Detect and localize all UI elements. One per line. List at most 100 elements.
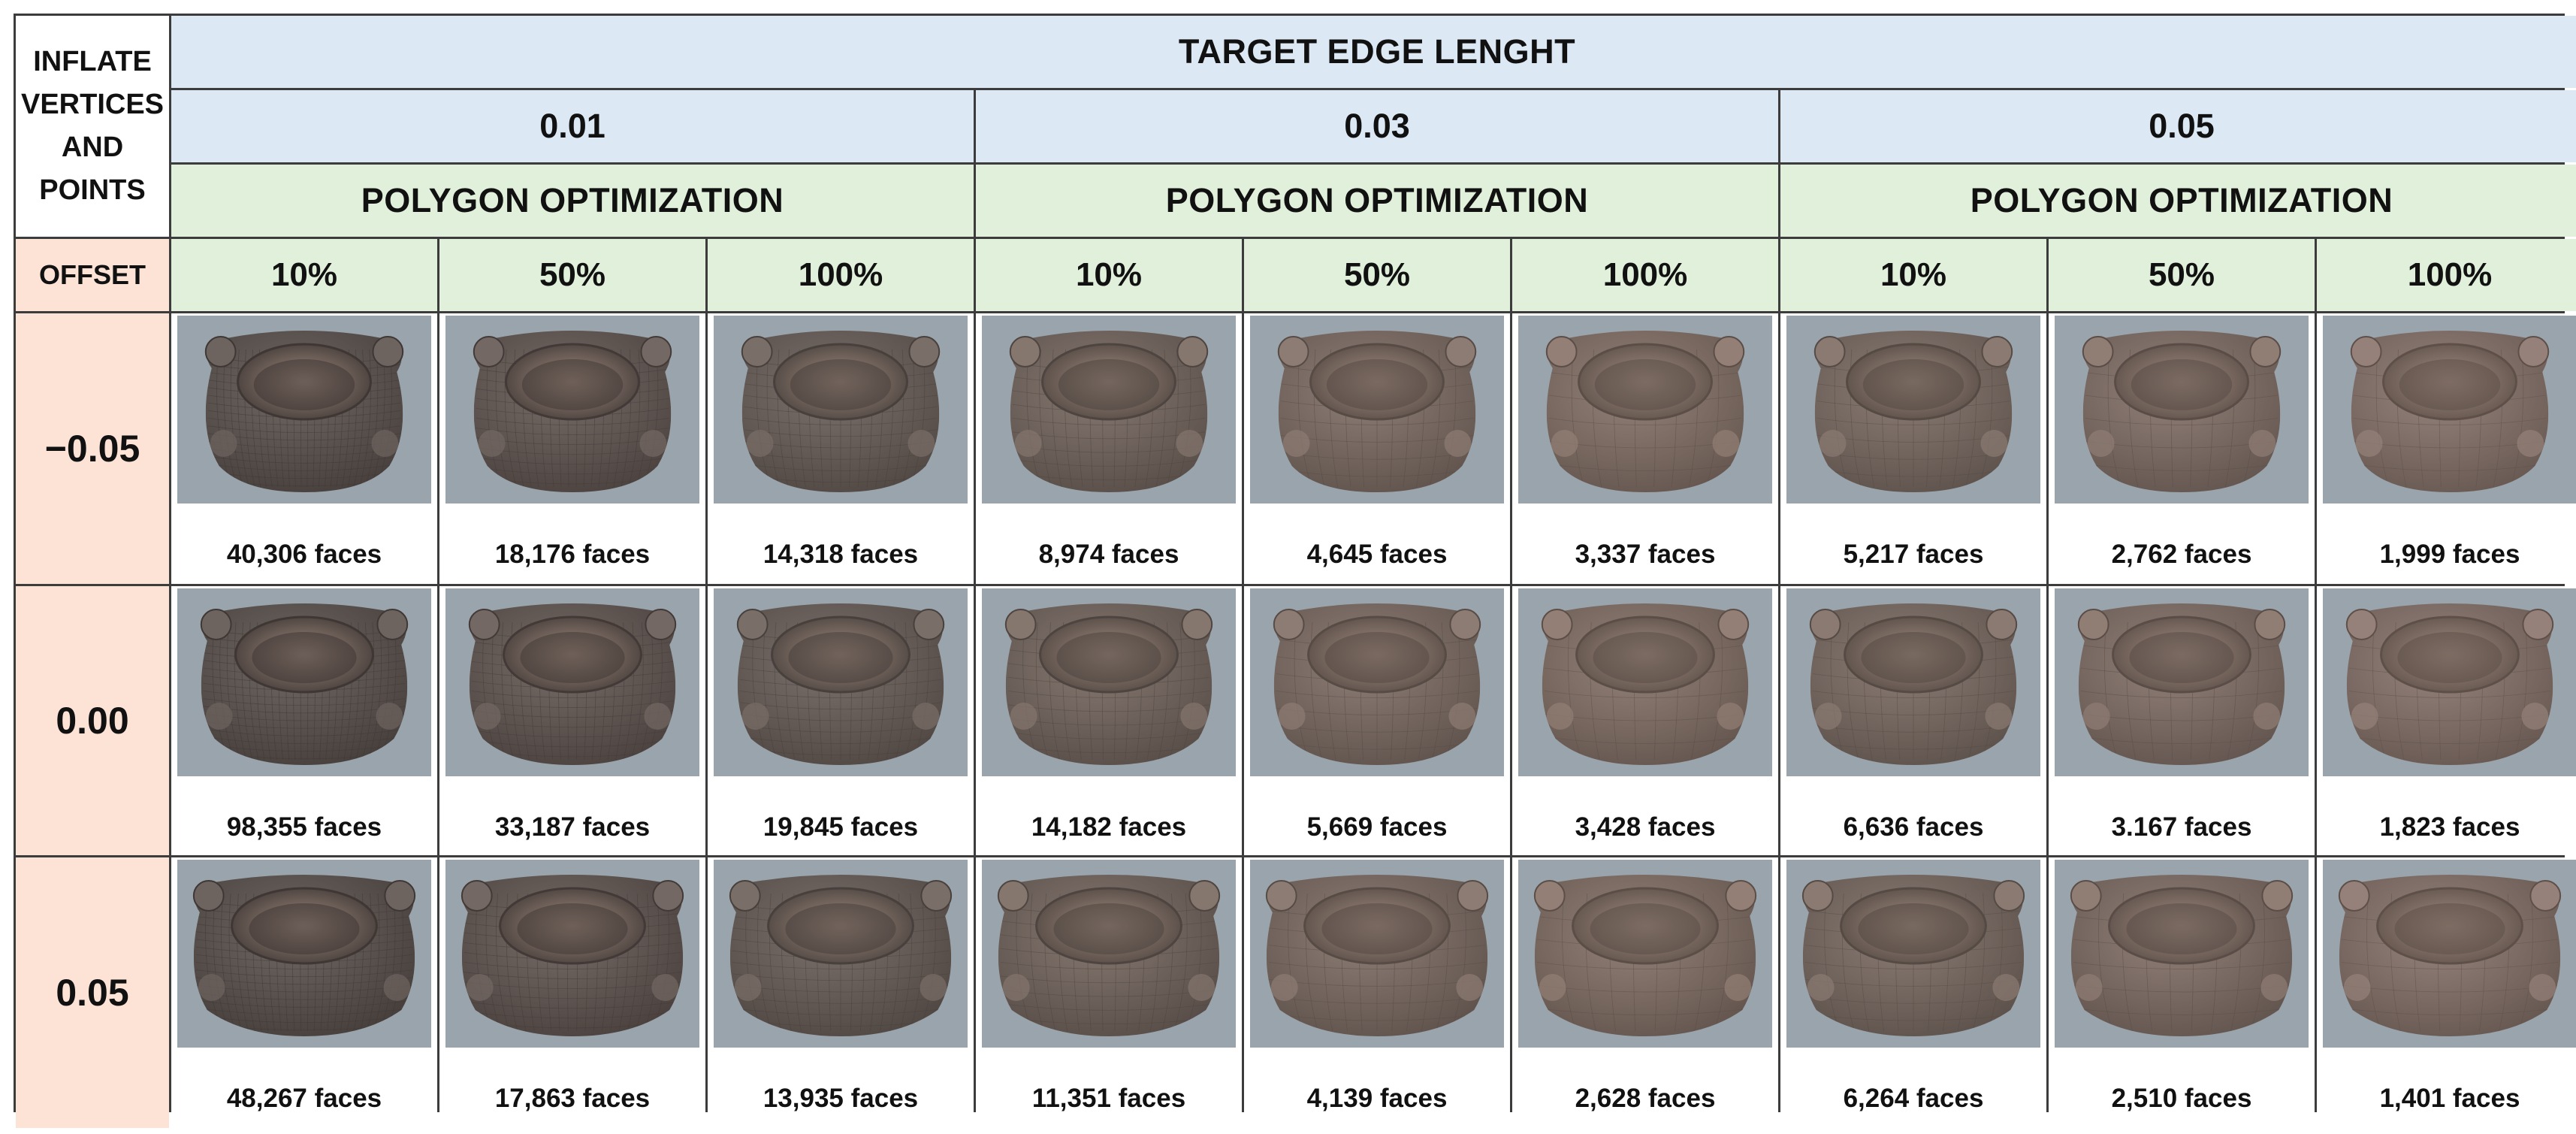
percentage-header: 100% xyxy=(1512,239,1778,311)
mesh-result-cell: 1,823 faces xyxy=(2317,586,2576,855)
polygon-optimization-header: POLYGON OPTIMIZATION xyxy=(976,165,1778,237)
face-count: 14,318 faces xyxy=(763,540,919,569)
offset-row-label: −0.05 xyxy=(16,313,169,584)
mesh-result-cell: 17,863 faces xyxy=(439,857,705,1128)
mesh-comparison-table: INFLATE VERTICES AND POINTS TARGET EDGE … xyxy=(14,14,2576,1128)
face-count: 6,636 faces xyxy=(1843,812,1984,842)
stone-mortar-render xyxy=(1518,860,1772,1048)
stone-mortar-render xyxy=(1250,588,1504,776)
face-count: 17,863 faces xyxy=(494,1084,651,1113)
mesh-result-cell: 8,974 faces xyxy=(976,313,1242,584)
mesh-result-cell: 4,645 faces xyxy=(1244,313,1510,584)
face-count: 4,139 faces xyxy=(1306,1084,1448,1113)
face-count: 11,351 faces xyxy=(1031,1084,1186,1113)
stone-mortar-render xyxy=(1250,860,1504,1048)
mesh-result-cell: 19,845 faces xyxy=(708,586,974,855)
mesh-result-cell: 5,669 faces xyxy=(1244,586,1510,855)
stone-mortar-render xyxy=(714,316,968,503)
mesh-result-cell: 33,187 faces xyxy=(439,586,705,855)
mesh-result-cell: 13,935 faces xyxy=(708,857,974,1128)
mesh-result-cell: 6,636 faces xyxy=(1780,586,2046,855)
corner-line: VERTICES xyxy=(20,89,165,120)
face-count: 4,645 faces xyxy=(1306,540,1448,569)
face-count: 8,974 faces xyxy=(1038,540,1179,569)
stone-mortar-render xyxy=(1786,860,2040,1048)
stone-mortar-render xyxy=(2055,588,2309,776)
face-count: 18,176 faces xyxy=(494,540,651,569)
face-count: 33,187 faces xyxy=(494,812,651,842)
offset-row-label: 0.00 xyxy=(16,586,169,855)
face-count: 3.167 faces xyxy=(2111,812,2252,842)
edge-length-005: 0.05 xyxy=(1780,90,2576,162)
mesh-result-cell: 40,306 faces xyxy=(171,313,437,584)
mesh-result-cell: 2,628 faces xyxy=(1512,857,1778,1128)
mesh-result-cell: 3,428 faces xyxy=(1512,586,1778,855)
face-count: 14,182 faces xyxy=(1031,812,1187,842)
corner-line: INFLATE xyxy=(33,46,152,77)
percentage-header: 50% xyxy=(439,239,705,311)
corner-line: AND xyxy=(61,132,124,163)
stone-mortar-render xyxy=(445,860,699,1048)
stone-mortar-render xyxy=(445,316,699,503)
mesh-result-cell: 18,176 faces xyxy=(439,313,705,584)
face-count: 1,823 faces xyxy=(2379,812,2520,842)
face-count: 2,762 faces xyxy=(2111,540,2252,569)
stone-mortar-render xyxy=(982,316,1236,503)
inflate-vertices-header: INFLATE VERTICES AND POINTS xyxy=(16,16,169,237)
stone-mortar-render xyxy=(982,860,1236,1048)
face-count: 1,401 faces xyxy=(2379,1084,2520,1113)
face-count: 1,999 faces xyxy=(2379,540,2520,569)
mesh-result-cell: 4,139 faces xyxy=(1244,857,1510,1128)
stone-mortar-render xyxy=(1518,316,1772,503)
stone-mortar-render xyxy=(177,860,431,1048)
mesh-result-cell: 11,351 faces xyxy=(976,857,1242,1128)
percentage-header: 50% xyxy=(1244,239,1510,311)
face-count: 5,217 faces xyxy=(1843,540,1984,569)
percentage-header: 100% xyxy=(708,239,974,311)
percentage-header: 10% xyxy=(171,239,437,311)
face-count: 98,355 faces xyxy=(226,812,382,842)
mesh-result-cell: 1,401 faces xyxy=(2317,857,2576,1128)
mesh-result-cell: 98,355 faces xyxy=(171,586,437,855)
face-count: 3,428 faces xyxy=(1575,812,1716,842)
stone-mortar-render xyxy=(2055,316,2309,503)
face-count: 6,264 faces xyxy=(1843,1084,1984,1113)
percentage-header: 10% xyxy=(1780,239,2046,311)
stone-mortar-render xyxy=(1786,588,2040,776)
mesh-result-cell: 14,318 faces xyxy=(708,313,974,584)
face-count: 19,845 faces xyxy=(763,812,919,842)
mesh-result-cell: 2,762 faces xyxy=(2049,313,2315,584)
mesh-result-cell: 2,510 faces xyxy=(2049,857,2315,1128)
stone-mortar-render xyxy=(1250,316,1504,503)
mesh-result-cell: 14,182 faces xyxy=(976,586,1242,855)
corner-line: POINTS xyxy=(39,174,146,206)
mesh-result-cell: 3.167 faces xyxy=(2049,586,2315,855)
face-count: 13,935 faces xyxy=(763,1084,919,1113)
stone-mortar-render xyxy=(1786,316,2040,503)
percentage-header: 10% xyxy=(976,239,1242,311)
stone-mortar-render xyxy=(445,588,699,776)
stone-mortar-render xyxy=(2323,860,2576,1048)
mesh-result-cell: 48,267 faces xyxy=(171,857,437,1128)
stone-mortar-render xyxy=(714,588,968,776)
face-count: 3,337 faces xyxy=(1575,540,1716,569)
stone-mortar-render xyxy=(714,860,968,1048)
polygon-optimization-header: POLYGON OPTIMIZATION xyxy=(171,165,974,237)
percentage-header: 100% xyxy=(2317,239,2576,311)
stone-mortar-render xyxy=(2323,588,2576,776)
stone-mortar-render xyxy=(982,588,1236,776)
polygon-optimization-header: POLYGON OPTIMIZATION xyxy=(1780,165,2576,237)
offset-row-label: 0.05 xyxy=(16,857,169,1128)
face-count: 48,267 faces xyxy=(226,1084,382,1113)
edge-length-003: 0.03 xyxy=(976,90,1778,162)
edge-length-001: 0.01 xyxy=(171,90,974,162)
offset-header: OFFSET xyxy=(16,239,169,311)
stone-mortar-render xyxy=(177,588,431,776)
mesh-result-cell: 1,999 faces xyxy=(2317,313,2576,584)
face-count: 2,510 faces xyxy=(2111,1084,2252,1113)
stone-mortar-render xyxy=(2323,316,2576,503)
percentage-header: 50% xyxy=(2049,239,2315,311)
mesh-result-cell: 5,217 faces xyxy=(1780,313,2046,584)
mesh-result-cell: 6,264 faces xyxy=(1780,857,2046,1128)
mesh-result-cell: 3,337 faces xyxy=(1512,313,1778,584)
